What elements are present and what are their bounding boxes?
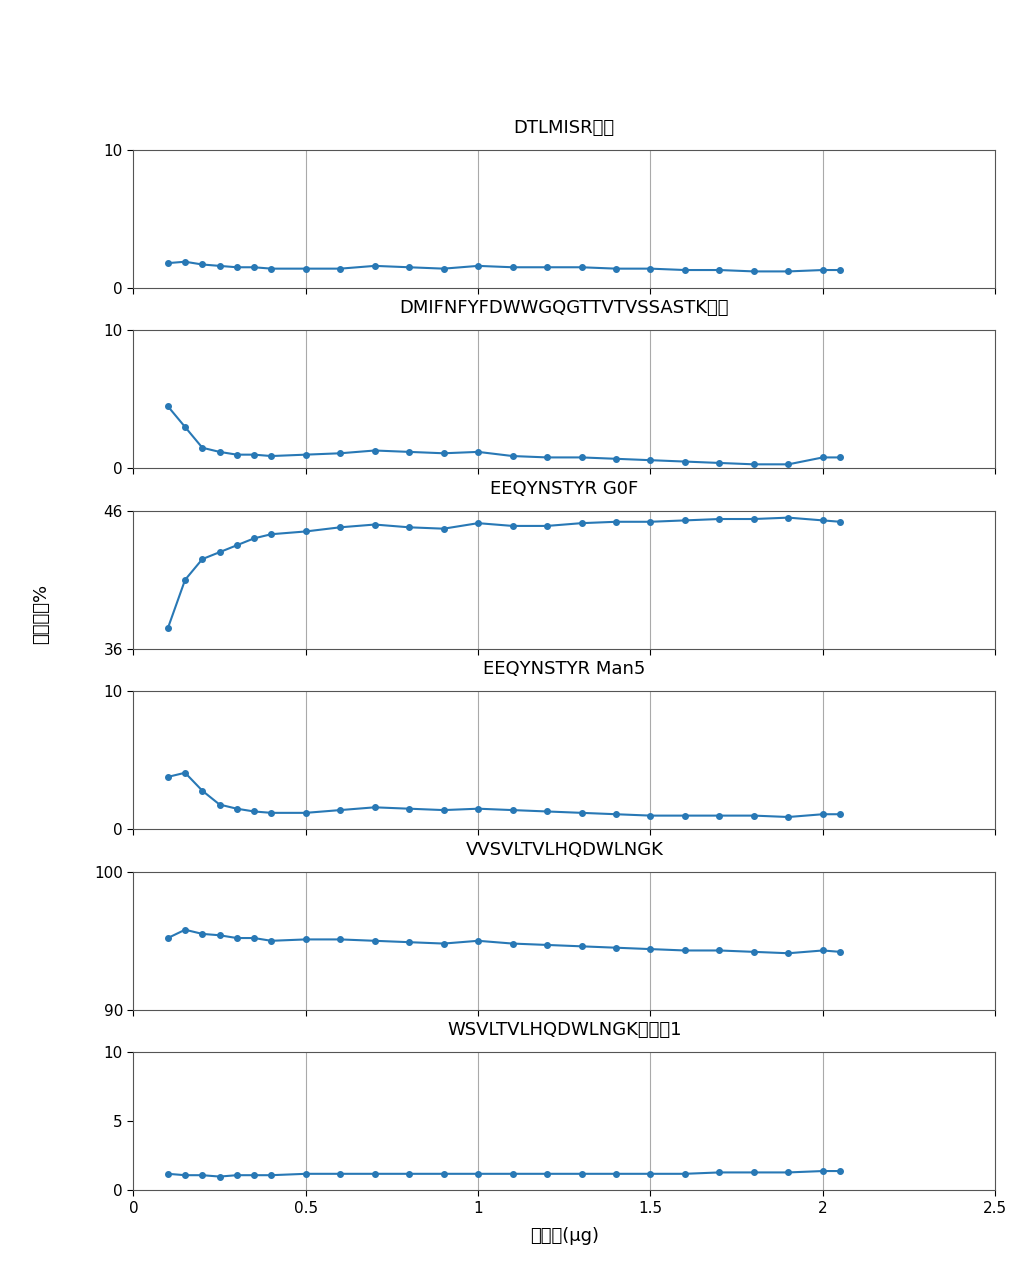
Text: WSVLTVLHQDWLNGK脱酰胺1: WSVLTVLHQDWLNGK脱酰胺1 xyxy=(447,1021,681,1039)
Text: DTLMISR氧化: DTLMISR氧化 xyxy=(514,119,615,137)
X-axis label: 载样量(μg): 载样量(μg) xyxy=(529,1228,599,1245)
Text: VVSVLTVLHQDWLNGK: VVSVLTVLHQDWLNGK xyxy=(466,841,663,859)
Text: EEQYNSTYR Man5: EEQYNSTYR Man5 xyxy=(483,660,645,678)
Text: EEQYNSTYR G0F: EEQYNSTYR G0F xyxy=(490,480,638,498)
Text: DMIFNFYFDWWGQGTTVTVSSASTK氧化: DMIFNFYFDWWGQGTTVTVSSASTK氧化 xyxy=(399,300,729,317)
Text: 修饰水平%: 修饰水平% xyxy=(32,585,50,644)
